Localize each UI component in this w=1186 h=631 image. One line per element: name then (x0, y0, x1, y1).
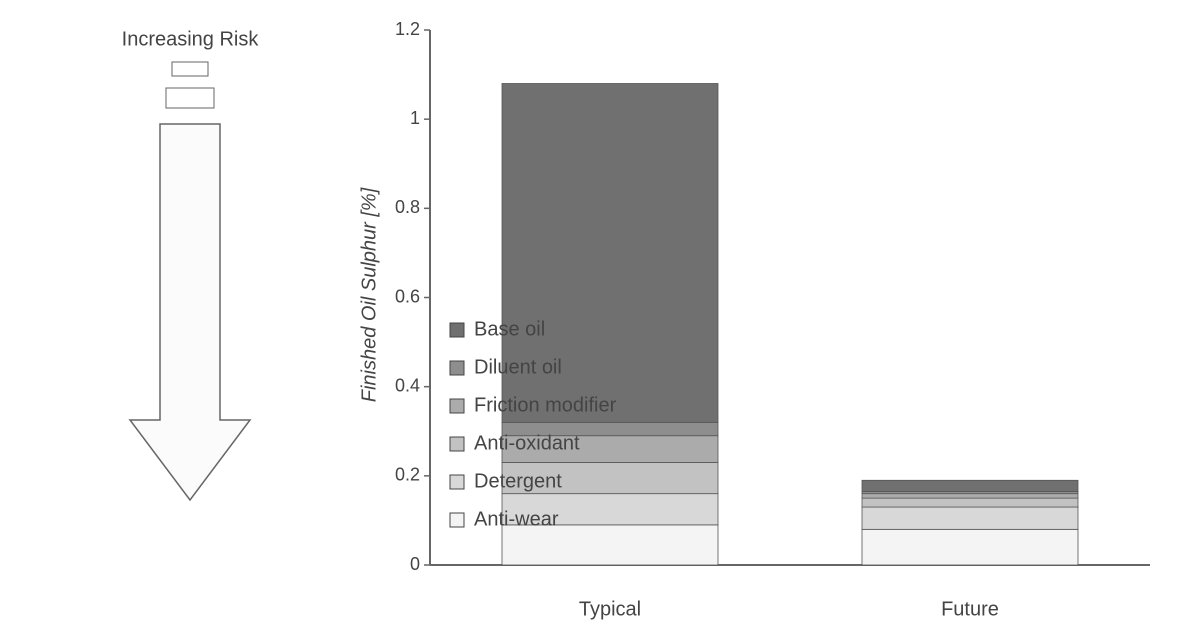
y-tick-label: 0.6 (395, 286, 420, 306)
legend-label: Detergent (474, 470, 562, 492)
legend-swatch (449, 398, 465, 414)
y-axis-label: Finished Oil Sulphur [%] (358, 187, 380, 402)
bar-segment (501, 83, 719, 423)
legend-label: Anti-wear (474, 508, 559, 530)
risk-step (171, 61, 209, 77)
bar-segment (861, 479, 1079, 492)
bar-segment (861, 493, 1079, 499)
risk-arrow (128, 123, 252, 502)
legend-swatch (449, 474, 465, 490)
y-tick-label: 0.4 (395, 375, 420, 395)
legend-swatch (449, 360, 465, 376)
risk-step (165, 87, 215, 109)
annotation: Increasing Risk (122, 28, 260, 50)
y-tick-label: 1 (410, 108, 420, 128)
legend-swatch (449, 322, 465, 338)
y-tick-label: 1.2 (395, 19, 420, 39)
y-tick-label: 0.8 (395, 197, 420, 217)
bar-segment (501, 493, 719, 526)
legend-swatch (449, 512, 465, 528)
legend-swatch (449, 436, 465, 452)
bar-segment (501, 524, 719, 566)
legend-label: Anti-oxidant (474, 432, 580, 454)
x-tick-label: Future (941, 598, 999, 620)
legend-label: Diluent oil (474, 356, 562, 378)
legend-label: Friction modifier (474, 394, 617, 416)
x-tick-label: Typical (579, 598, 641, 620)
bar-segment (861, 506, 1079, 530)
bar-segment (861, 528, 1079, 566)
bar-segment (861, 497, 1079, 508)
legend-label: Base oil (474, 318, 545, 340)
bar-segment (501, 462, 719, 495)
y-tick-label: 0.2 (395, 465, 420, 485)
y-tick-label: 0 (410, 554, 420, 574)
